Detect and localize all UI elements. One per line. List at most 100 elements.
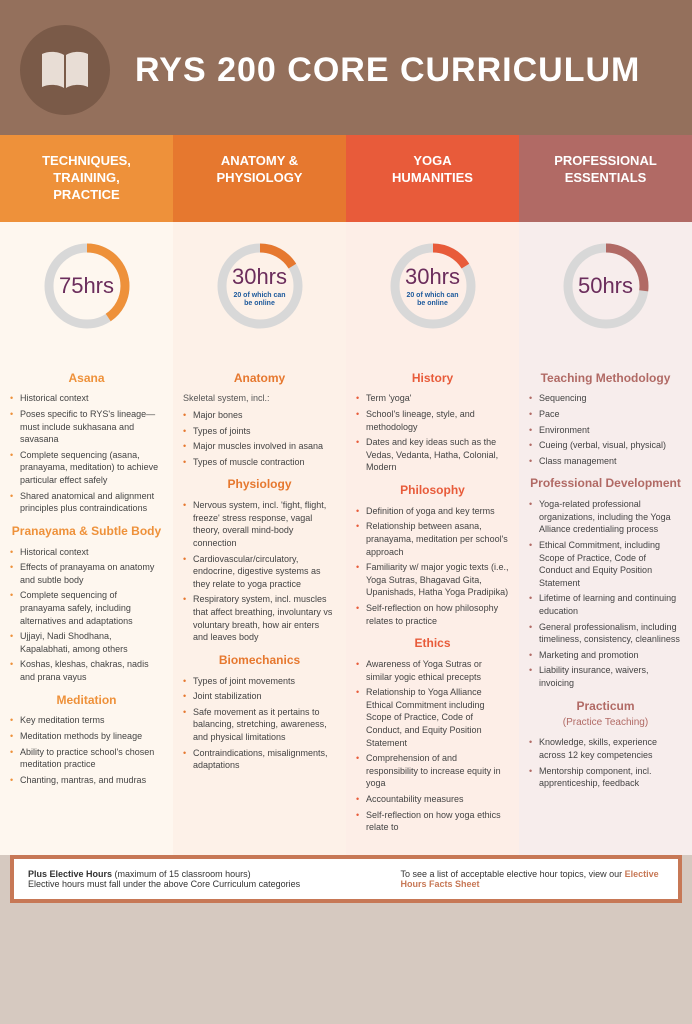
list-item: Complete sequencing of pranayama safely,… xyxy=(10,589,163,627)
list-item: Pace xyxy=(529,408,682,421)
book-icon-circle xyxy=(20,25,110,115)
content-col-techniques: Asana Historical context Poses specific to… xyxy=(0,350,173,855)
list-item: Marketing and promotion xyxy=(529,649,682,662)
hours-value-1: 30hrs xyxy=(232,264,287,290)
list-item: Lifetime of learning and continuing educ… xyxy=(529,592,682,617)
col-header-anatomy: ANATOMY & PHYSIOLOGY xyxy=(173,135,346,222)
footer-right-pre: To see a list of acceptable elective hou… xyxy=(401,869,625,879)
list-item: Knowledge, skills, experience across 12 … xyxy=(529,736,682,761)
section-heading: Anatomy xyxy=(183,370,336,387)
item-list: Knowledge, skills, experience across 12 … xyxy=(529,736,682,789)
list-item: Meditation methods by lineage xyxy=(10,730,163,743)
hours-row: 75hrs 30hrs 20 of which can be online 30h… xyxy=(0,222,692,350)
item-list: Sequencing Pace Environment Cueing (verbal,… xyxy=(529,392,682,467)
item-list: Key meditation terms Meditation methods b… xyxy=(10,714,163,786)
list-item: Familiarity w/ major yogic texts (i.e., … xyxy=(356,561,509,599)
list-item: Dates and key ideas such as the Vedas, V… xyxy=(356,436,509,474)
hours-cell-3: 50hrs xyxy=(519,222,692,350)
item-list: Yoga-related professional organizations,… xyxy=(529,498,682,689)
item-list: Major bones Types of joints Major muscles … xyxy=(183,409,336,468)
list-item: Poses specific to RYS's lineage—must inc… xyxy=(10,408,163,446)
item-list: Definition of yoga and key terms Relation… xyxy=(356,505,509,627)
list-item: Respiratory system, incl. muscles that a… xyxy=(183,593,336,643)
list-item: Comprehension of and responsibility to i… xyxy=(356,752,509,790)
col-header-humanities: YOGA HUMANITIES xyxy=(346,135,519,222)
section-heading: Teaching Methodology xyxy=(529,370,682,387)
item-list: Term 'yoga' School's lineage, style, and … xyxy=(356,392,509,474)
section-subtext: Skeletal system, incl.: xyxy=(183,392,336,405)
content-col-anatomy: Anatomy Skeletal system, incl.: Major bone… xyxy=(173,350,346,855)
list-item: Chanting, mantras, and mudras xyxy=(10,774,163,787)
list-item: Joint stabilization xyxy=(183,690,336,703)
list-item: Ethical Commitment, including Scope of P… xyxy=(529,539,682,589)
donut-chart-1: 30hrs 20 of which can be online xyxy=(216,242,304,330)
item-list: Types of joint movements Joint stabilizat… xyxy=(183,675,336,772)
list-item: Complete sequencing (asana, pranayama, m… xyxy=(10,449,163,487)
page-title: RYS 200 CORE CURRICULUM xyxy=(135,51,640,90)
col-header-professional: PROFESSIONAL ESSENTIALS xyxy=(519,135,692,222)
online-note-1: 20 of which can be online xyxy=(233,292,285,307)
section-heading: Biomechanics xyxy=(183,652,336,669)
list-item: Self-reflection on how yoga ethics relat… xyxy=(356,809,509,834)
item-list: Nervous system, incl. 'fight, flight, fr… xyxy=(183,499,336,644)
list-item: Cueing (verbal, visual, physical) xyxy=(529,439,682,452)
list-item: Class management xyxy=(529,455,682,468)
list-item: Accountability measures xyxy=(356,793,509,806)
list-item: Environment xyxy=(529,424,682,437)
donut-chart-3: 50hrs xyxy=(562,242,650,330)
hours-cell-1: 30hrs 20 of which can be online xyxy=(173,222,346,350)
hours-value-2: 30hrs xyxy=(405,264,460,290)
section-heading: Philosophy xyxy=(356,482,509,499)
list-item: Relationship to Yoga Alliance Ethical Co… xyxy=(356,686,509,749)
list-item: Liability insurance, waivers, invoicing xyxy=(529,664,682,689)
list-item: Historical context xyxy=(10,392,163,405)
list-item: Nervous system, incl. 'fight, flight, fr… xyxy=(183,499,336,549)
list-item: Types of joint movements xyxy=(183,675,336,688)
list-item: Ujjayi, Nadi Shodhana, Kapalabhati, amon… xyxy=(10,630,163,655)
list-item: Effects of pranayama on anatomy and subt… xyxy=(10,561,163,586)
content-row: Asana Historical context Poses specific to… xyxy=(0,350,692,855)
list-item: Mentorship component, incl. apprenticesh… xyxy=(529,765,682,790)
list-item: Sequencing xyxy=(529,392,682,405)
hours-value-0: 75hrs xyxy=(59,273,114,299)
section-heading: Meditation xyxy=(10,692,163,709)
content-col-humanities: History Term 'yoga' School's lineage, styl… xyxy=(346,350,519,855)
infographic-page: RYS 200 CORE CURRICULUM TECHNIQUES, TRAI… xyxy=(0,0,692,903)
list-item: Definition of yoga and key terms xyxy=(356,505,509,518)
section-heading: Asana xyxy=(10,370,163,387)
list-item: Major muscles involved in asana xyxy=(183,440,336,453)
list-item: Safe movement as it pertains to balancin… xyxy=(183,706,336,744)
footer-right: To see a list of acceptable elective hou… xyxy=(401,869,664,889)
list-item: Ability to practice school's chosen medi… xyxy=(10,746,163,771)
section-subtext: (Practice Teaching) xyxy=(529,716,682,730)
list-item: Relationship between asana, pranayama, m… xyxy=(356,520,509,558)
hours-cell-2: 30hrs 20 of which can be online xyxy=(346,222,519,350)
col-header-techniques: TECHNIQUES, TRAINING, PRACTICE xyxy=(0,135,173,222)
list-item: Term 'yoga' xyxy=(356,392,509,405)
item-list: Historical context Poses specific to RYS'… xyxy=(10,392,163,514)
list-item: Koshas, kleshas, chakras, nadis and pran… xyxy=(10,658,163,683)
hours-value-3: 50hrs xyxy=(578,273,633,299)
list-item: Awareness of Yoga Sutras or similar yogi… xyxy=(356,658,509,683)
item-list: Awareness of Yoga Sutras or similar yogi… xyxy=(356,658,509,834)
list-item: Types of muscle contraction xyxy=(183,456,336,469)
section-heading: Physiology xyxy=(183,476,336,493)
footer-inner: Plus Elective Hours (maximum of 15 class… xyxy=(14,859,678,899)
list-item: Contraindications, misalignments, adapta… xyxy=(183,747,336,772)
list-item: General professionalism, including timel… xyxy=(529,621,682,646)
list-item: Types of joints xyxy=(183,425,336,438)
list-item: Shared anatomical and alignment principl… xyxy=(10,490,163,515)
list-item: Historical context xyxy=(10,546,163,559)
section-heading: Practicum xyxy=(529,698,682,715)
hours-cell-0: 75hrs xyxy=(0,222,173,350)
content-col-professional: Teaching Methodology Sequencing Pace Enviro… xyxy=(519,350,692,855)
online-note-2: 20 of which can be online xyxy=(406,292,458,307)
list-item: Major bones xyxy=(183,409,336,422)
footer-left: Plus Elective Hours (maximum of 15 class… xyxy=(28,869,371,889)
list-item: School's lineage, style, and methodology xyxy=(356,408,509,433)
donut-chart-0: 75hrs xyxy=(43,242,131,330)
section-heading: History xyxy=(356,370,509,387)
footer-bold: Plus Elective Hours xyxy=(28,869,112,879)
list-item: Key meditation terms xyxy=(10,714,163,727)
section-heading: Pranayama & Subtle Body xyxy=(10,523,163,540)
